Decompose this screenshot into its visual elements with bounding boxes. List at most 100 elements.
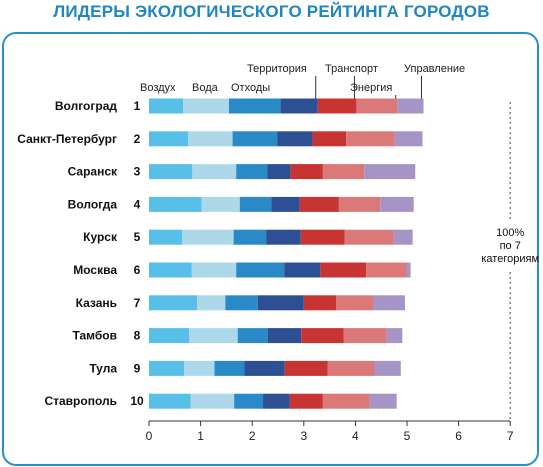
city-label: Москва <box>73 263 117 277</box>
x-tick-label: 5 <box>404 429 411 443</box>
bar-segment-5 <box>312 131 347 147</box>
chart-title: ЛИДЕРЫ ЭКОЛОГИЧЕСКОГО РЕЙТИНГА ГОРОДОВ <box>53 2 490 21</box>
category-label-1: Воздух <box>140 82 176 94</box>
bar-segment-1 <box>149 229 183 245</box>
bar-segment-7 <box>397 98 424 114</box>
bar-segment-3 <box>228 98 281 114</box>
rank-label: 5 <box>134 230 141 244</box>
bar-segment-6 <box>322 393 370 409</box>
bar-segment-5 <box>290 164 323 180</box>
x-tick-label: 2 <box>249 429 256 443</box>
city-label: Казань <box>76 296 117 310</box>
bar-segment-4 <box>263 393 290 409</box>
city-label: Санкт-Петербург <box>17 132 117 146</box>
bar-segment-6 <box>338 196 381 212</box>
city-label: Волгоград <box>55 99 117 113</box>
bar-segment-6 <box>343 328 387 344</box>
bar-segment-4 <box>267 164 291 180</box>
bar-segment-2 <box>191 262 237 278</box>
bar-segment-7 <box>364 164 416 180</box>
bar-segment-1 <box>149 98 184 114</box>
bar-segment-7 <box>373 295 405 311</box>
bar-segment-1 <box>149 196 202 212</box>
bar-segment-1 <box>149 393 191 409</box>
x-tick-label: 0 <box>146 429 153 443</box>
bar-segment-6 <box>344 229 394 245</box>
city-label: Ставрополь <box>44 394 117 408</box>
rank-label: 4 <box>134 197 141 211</box>
bar-segment-3 <box>234 393 264 409</box>
bar-segment-5 <box>299 196 339 212</box>
category-label-5: Транспорт <box>325 63 378 75</box>
bar-segment-3 <box>239 196 272 212</box>
bar-segment-4 <box>257 295 304 311</box>
bar-segment-6 <box>322 164 365 180</box>
bar-segment-7 <box>386 328 403 344</box>
bar-segment-3 <box>214 360 245 376</box>
chart-frame <box>2 32 539 466</box>
bar-segment-2 <box>201 196 240 212</box>
bar-segment-4 <box>266 229 301 245</box>
city-label: Тамбов <box>72 329 117 343</box>
rank-label: 6 <box>134 263 141 277</box>
bar-segment-3 <box>225 295 258 311</box>
x-tick-label: 7 <box>507 429 514 443</box>
category-label-4: Территория <box>247 63 307 75</box>
reference-note: 100% по 7 категориям <box>481 227 539 265</box>
bar-segment-1 <box>149 328 190 344</box>
rank-label: 10 <box>130 394 144 408</box>
category-label-6: Энергия <box>350 82 392 94</box>
x-tick-label: 3 <box>300 429 307 443</box>
city-label: Курск <box>83 230 118 244</box>
rank-label: 8 <box>134 329 141 343</box>
rank-label: 7 <box>134 296 141 310</box>
bar-segment-6 <box>346 131 395 147</box>
x-tick-label: 1 <box>197 429 204 443</box>
city-label: Вологда <box>68 197 118 211</box>
bar-segment-7 <box>369 393 397 409</box>
bar-segment-2 <box>190 393 235 409</box>
bar-segment-3 <box>232 131 278 147</box>
bar-segment-1 <box>149 164 193 180</box>
bar-segment-3 <box>236 262 285 278</box>
bar-segment-5 <box>317 98 357 114</box>
bar-segment-2 <box>188 131 233 147</box>
bar-segment-2 <box>192 164 237 180</box>
bar-segment-2 <box>182 229 234 245</box>
bar-segment-5 <box>320 262 367 278</box>
bar-segment-1 <box>149 360 185 376</box>
rank-label: 1 <box>134 99 141 113</box>
x-tick-label: 4 <box>352 429 359 443</box>
bar-segment-7 <box>394 131 423 147</box>
bar-segment-1 <box>149 131 189 147</box>
rank-label: 2 <box>134 132 141 146</box>
rank-label: 3 <box>134 165 141 179</box>
rank-label: 9 <box>134 361 141 375</box>
bar-segment-3 <box>233 229 267 245</box>
bar-segment-4 <box>284 262 321 278</box>
bar-segment-3 <box>237 328 268 344</box>
bar-segment-4 <box>244 360 285 376</box>
bar-segment-2 <box>189 328 238 344</box>
bar-segment-3 <box>236 164 268 180</box>
category-label-3: Отходы <box>231 82 270 94</box>
bar-segment-2 <box>196 295 226 311</box>
bar-segment-4 <box>277 131 313 147</box>
bar-segment-6 <box>327 360 375 376</box>
bar-segment-1 <box>149 295 197 311</box>
bar-segment-2 <box>183 98 229 114</box>
bar-segment-5 <box>284 360 328 376</box>
bar-segment-5 <box>289 393 323 409</box>
bar-segment-6 <box>356 98 398 114</box>
bar-segment-4 <box>271 196 300 212</box>
bar-segment-7 <box>380 196 414 212</box>
bar-segment-6 <box>336 295 374 311</box>
bar-segment-2 <box>184 360 215 376</box>
bar-segment-5 <box>303 295 337 311</box>
category-label-2: Вода <box>192 82 219 94</box>
bar-segment-4 <box>267 328 302 344</box>
bar-segment-6 <box>366 262 407 278</box>
bar-segment-7 <box>374 360 401 376</box>
city-label: Тула <box>89 361 117 375</box>
bar-segment-7 <box>393 229 413 245</box>
